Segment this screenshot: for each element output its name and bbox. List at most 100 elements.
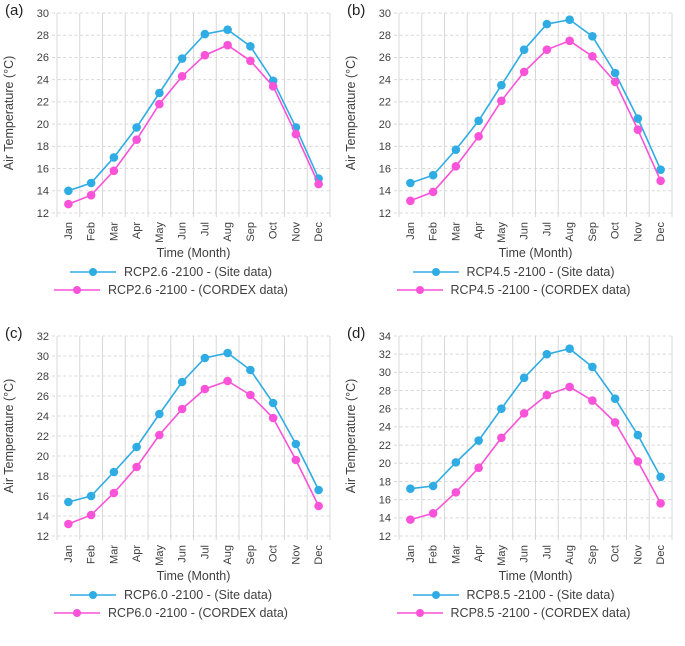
y-tick-label: 14 <box>379 513 391 525</box>
legend-item: RCP2.6 -2100 - (Site data) <box>70 266 272 279</box>
x-tick-label: Feb <box>428 222 440 241</box>
legend-item: RCP2.6 -2100 - (CORDEX data) <box>54 282 288 297</box>
legend-line-marker-icon <box>70 268 116 277</box>
x-tick-label: Jun <box>519 545 531 563</box>
data-point-marker <box>565 344 574 354</box>
y-tick-label: 12 <box>379 208 391 220</box>
legend-label: RCP8.5 -2100 - (Site data) <box>466 588 615 602</box>
data-point-marker <box>451 458 461 467</box>
y-tick-label: 24 <box>37 411 49 423</box>
legend-marker-icon <box>415 285 424 294</box>
y-axis-title: Air Temperature (°C) <box>2 56 16 171</box>
y-tick-label: 32 <box>37 331 49 343</box>
y-tick-label: 12 <box>379 531 391 543</box>
x-tick-label: Jan <box>405 545 417 563</box>
x-tick-label: Jul <box>199 222 211 236</box>
legend-line-marker-icon <box>412 591 459 600</box>
x-axis-title: Time (Month) <box>157 569 231 583</box>
y-tick-label: 30 <box>379 367 391 379</box>
x-tick-label: Apr <box>131 545 143 562</box>
x-tick-label: Nov <box>632 545 644 565</box>
data-point-marker <box>656 498 665 508</box>
legend-label: RCP2.6 -2100 - (CORDEX data) <box>108 282 288 297</box>
y-tick-label: 22 <box>37 431 49 443</box>
x-tick-label: Jul <box>199 545 211 559</box>
legend-item: RCP4.5 -2100 - (Site data) <box>412 265 615 279</box>
y-tick-label: 16 <box>37 491 49 503</box>
y-tick-label: 20 <box>379 119 391 131</box>
panel-label: (a) <box>5 2 24 19</box>
data-point-marker <box>246 42 255 51</box>
x-tick-label: Dec <box>313 545 325 565</box>
y-tick-label: 14 <box>37 511 49 523</box>
legend-label: RCP4.5 -2100 - (Site data) <box>466 265 615 279</box>
data-point-marker <box>451 162 461 171</box>
data-point-marker <box>497 404 506 414</box>
x-tick-label: Dec <box>655 545 667 565</box>
data-point-marker <box>268 398 278 408</box>
x-tick-label: Sep <box>587 545 599 565</box>
x-tick-label: Jan <box>63 545 75 563</box>
series-line-site <box>68 352 320 503</box>
series-line-site <box>410 347 662 490</box>
data-point-marker <box>497 80 506 90</box>
y-tick-label: 12 <box>37 208 49 220</box>
data-point-marker <box>177 72 187 81</box>
data-point-marker <box>633 114 643 123</box>
data-point-marker <box>474 116 483 126</box>
y-tick-label: 22 <box>379 440 391 452</box>
legend-item: RCP8.5 -2100 - (Site data) <box>412 588 615 602</box>
legend-line-marker-icon <box>396 608 443 617</box>
data-point-marker <box>451 145 461 154</box>
y-tick-label: 18 <box>37 471 49 483</box>
y-tick-label: 20 <box>379 458 391 470</box>
data-point-marker <box>565 15 574 24</box>
data-point-marker <box>246 365 255 375</box>
legend-line-marker-icon <box>412 268 459 277</box>
x-tick-label: May <box>496 545 508 566</box>
data-point-marker <box>155 99 164 109</box>
legend-marker-icon <box>89 591 97 600</box>
y-tick-label: 30 <box>379 8 391 20</box>
y-tick-label: 30 <box>37 8 49 20</box>
x-tick-label: Feb <box>86 222 98 241</box>
data-point-marker <box>155 430 164 440</box>
data-point-marker <box>86 178 96 188</box>
data-point-marker <box>656 472 665 482</box>
legend-marker-icon <box>415 608 424 617</box>
legend: RCP2.6 -2100 - (Site data) RCP2.6 -2100 -… <box>0 266 342 296</box>
data-point-marker <box>64 186 73 196</box>
data-point-marker <box>64 199 73 209</box>
x-tick-label: Aug <box>222 222 234 242</box>
data-point-marker <box>610 394 620 404</box>
data-point-marker <box>519 408 529 418</box>
data-point-marker <box>268 82 278 91</box>
y-tick-label: 14 <box>379 186 391 198</box>
y-tick-label: 18 <box>37 141 49 153</box>
y-tick-label: 26 <box>37 52 49 64</box>
data-point-marker <box>291 455 301 465</box>
x-tick-label: Aug <box>564 545 576 565</box>
x-tick-label: Oct <box>610 545 622 562</box>
y-tick-label: 28 <box>379 385 391 397</box>
y-tick-label: 24 <box>379 422 391 434</box>
y-axis-title: Air Temperature (°C) <box>2 379 16 494</box>
legend-line-marker-icon <box>396 285 443 294</box>
data-point-marker <box>200 384 210 394</box>
data-point-marker <box>291 129 301 139</box>
data-point-marker <box>542 390 552 400</box>
x-tick-label: Aug <box>222 545 234 565</box>
data-point-marker <box>428 170 438 180</box>
data-point-marker <box>246 390 255 400</box>
data-point-marker <box>314 501 323 511</box>
y-tick-label: 32 <box>379 349 391 361</box>
data-point-marker <box>246 56 255 66</box>
x-tick-label: Apr <box>473 222 485 239</box>
y-tick-label: 28 <box>379 30 391 42</box>
legend-item: RCP4.5 -2100 - (CORDEX data) <box>396 283 630 297</box>
x-tick-label: Jan <box>405 222 417 240</box>
x-tick-label: Oct <box>268 222 280 239</box>
legend: RCP6.0 -2100 - (Site data) RCP6.0 -2100 -… <box>0 589 342 619</box>
data-point-marker <box>132 462 141 472</box>
